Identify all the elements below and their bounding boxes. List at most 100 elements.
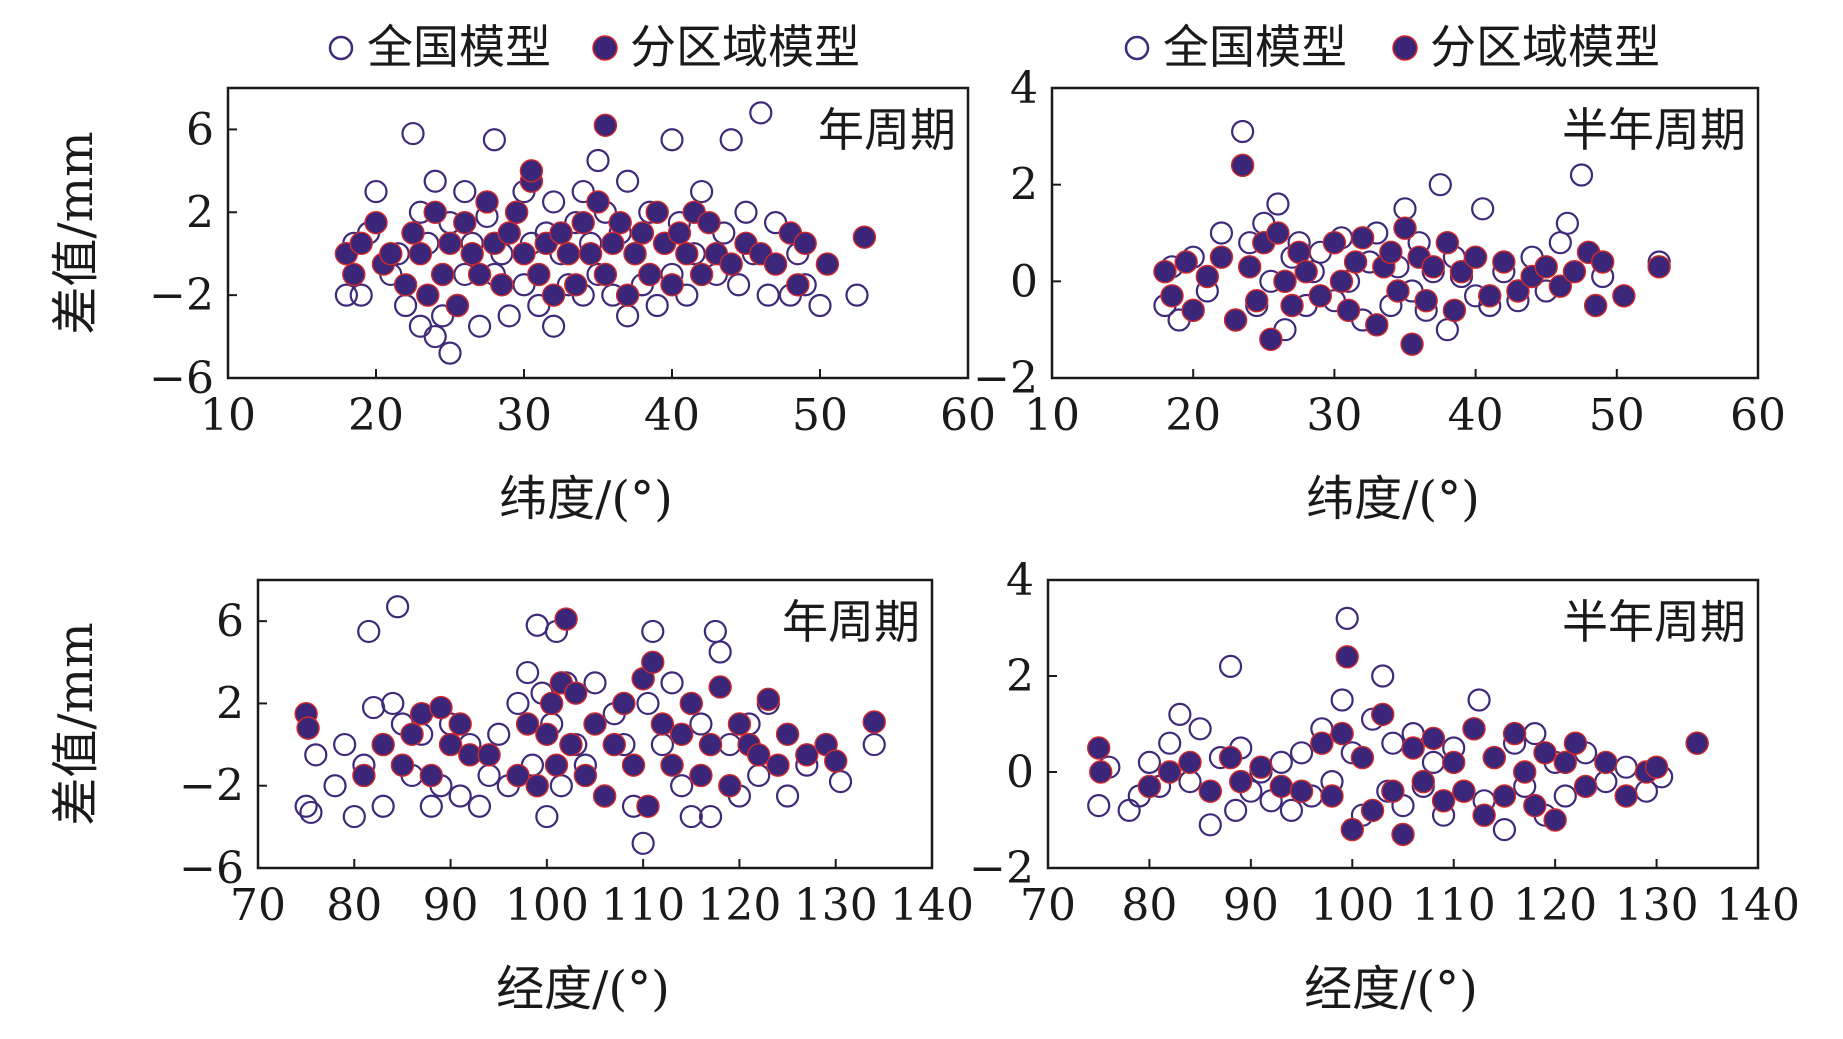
legend-filled-label: 分区域模型 xyxy=(1430,20,1660,74)
point-regional-model xyxy=(1195,264,1220,289)
point-regional-model xyxy=(342,262,366,287)
point-national-model xyxy=(549,774,573,798)
x-tick-label: 140 xyxy=(1716,880,1800,931)
point-regional-model xyxy=(506,763,530,788)
point-national-model xyxy=(419,794,443,818)
point-national-model xyxy=(636,691,660,716)
legend-open-marker xyxy=(1124,35,1150,61)
markers xyxy=(294,595,886,855)
point-regional-model xyxy=(612,691,636,716)
point-regional-model xyxy=(601,231,625,256)
plot-frame xyxy=(226,86,970,380)
point-regional-model xyxy=(453,210,477,235)
point-national-model xyxy=(1569,163,1594,187)
x-tick-label: 130 xyxy=(794,880,878,931)
point-national-model xyxy=(1548,231,1572,255)
point-regional-model xyxy=(1350,745,1375,770)
panel-label: 半年周期 xyxy=(1562,595,1746,649)
x-tick-label: 80 xyxy=(326,880,382,931)
point-regional-model xyxy=(544,753,569,777)
point-regional-model xyxy=(416,283,440,307)
y-tick-label: 0 xyxy=(1006,747,1034,798)
point-national-model xyxy=(453,179,477,204)
point-national-model xyxy=(679,804,703,829)
point-regional-model xyxy=(1137,774,1162,799)
y-tick-label: 2 xyxy=(1006,651,1034,702)
point-national-model xyxy=(487,722,511,746)
point-regional-model xyxy=(1335,645,1359,669)
markers xyxy=(334,101,877,365)
point-regional-model xyxy=(1411,769,1435,794)
point-regional-model xyxy=(1391,822,1415,847)
point-regional-model xyxy=(1329,269,1354,294)
point-regional-model xyxy=(1266,221,1290,245)
point-regional-model xyxy=(746,743,771,767)
point-regional-model xyxy=(1612,284,1636,308)
point-regional-model xyxy=(763,252,788,276)
legend-open-label: 全国模型 xyxy=(367,20,551,74)
legend-open-label: 全国模型 xyxy=(1163,20,1347,74)
point-regional-model xyxy=(608,210,632,235)
point-regional-model xyxy=(1350,226,1375,250)
point-national-model xyxy=(1467,688,1491,712)
x-tick-label: 60 xyxy=(1730,390,1786,441)
point-national-model xyxy=(294,794,318,818)
point-national-model xyxy=(299,800,323,825)
point-regional-model xyxy=(727,712,752,736)
legend-right: 全国模型 分区域模型 xyxy=(1124,20,1660,74)
point-regional-model xyxy=(408,242,433,266)
point-regional-model xyxy=(1647,255,1671,279)
point-national-model xyxy=(583,671,607,695)
x-tick-label: 30 xyxy=(496,390,552,441)
point-national-model xyxy=(1614,755,1638,779)
point-national-model xyxy=(438,341,462,365)
point-regional-model xyxy=(1472,803,1496,827)
point-national-model xyxy=(650,732,675,757)
y-tick-label: 2 xyxy=(186,187,214,238)
point-regional-model xyxy=(445,293,470,318)
point-national-model xyxy=(371,794,395,818)
point-regional-model xyxy=(1644,755,1669,779)
y-axis-title: 差值/mm xyxy=(48,622,104,825)
point-national-model xyxy=(361,695,386,720)
point-national-model xyxy=(586,148,610,173)
point-regional-model xyxy=(1563,731,1588,755)
point-regional-model xyxy=(824,749,848,773)
point-regional-model xyxy=(593,113,618,137)
point-national-model xyxy=(1266,192,1290,216)
point-national-model xyxy=(1492,817,1517,842)
point-national-model xyxy=(718,732,742,757)
point-regional-model xyxy=(400,722,424,746)
point-regional-model xyxy=(1685,731,1709,755)
point-regional-model xyxy=(667,221,692,245)
point-regional-model xyxy=(438,732,463,757)
point-regional-model xyxy=(1562,259,1587,284)
markers xyxy=(1087,606,1709,847)
point-regional-model xyxy=(1330,721,1354,746)
point-national-model xyxy=(357,619,381,644)
point-national-model xyxy=(1279,798,1304,823)
point-regional-model xyxy=(1462,717,1486,741)
x-tick-label: 110 xyxy=(601,880,685,931)
point-regional-model xyxy=(349,231,373,256)
point-regional-model xyxy=(564,273,588,297)
point-regional-model xyxy=(852,225,877,249)
point-regional-model xyxy=(549,221,573,245)
point-national-model xyxy=(1209,221,1234,245)
markers xyxy=(1153,119,1671,356)
point-national-model xyxy=(467,794,492,818)
point-national-model xyxy=(1553,784,1577,808)
x-tick-label: 100 xyxy=(505,880,589,931)
point-regional-model xyxy=(660,273,684,297)
point-national-model xyxy=(1218,654,1243,679)
y-tick-label: −2 xyxy=(973,353,1038,404)
x-tick-label: 130 xyxy=(1615,880,1699,931)
point-national-model xyxy=(342,804,366,829)
point-national-model xyxy=(775,784,800,808)
point-national-model xyxy=(323,774,347,798)
y-tick-label: 6 xyxy=(216,596,244,647)
y-tick-label: 4 xyxy=(1010,63,1038,114)
point-regional-model xyxy=(602,732,626,757)
y-tick-label: 6 xyxy=(186,104,214,155)
x-axis-title: 纬度/(°) xyxy=(499,471,673,527)
